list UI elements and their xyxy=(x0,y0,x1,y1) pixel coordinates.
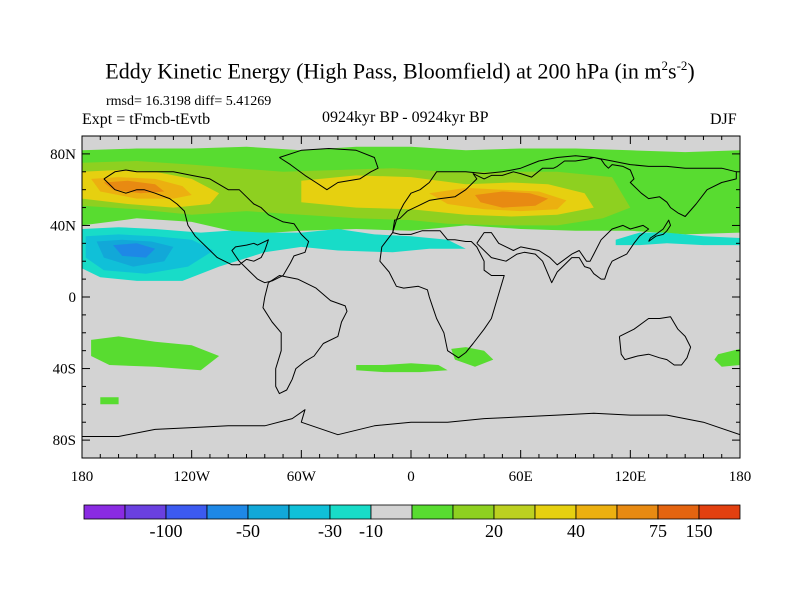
colorbar-label: 40 xyxy=(567,521,585,541)
colorbar-label: 150 xyxy=(686,521,713,541)
coastline-japan xyxy=(648,219,671,242)
colorbar-swatch xyxy=(616,504,659,520)
coastline-north-america xyxy=(103,169,310,284)
colorbar-label: 20 xyxy=(485,521,503,541)
colorbar: -100 -50 -30 -10 20 40 75 150 xyxy=(83,504,741,541)
coastline-south-america xyxy=(262,275,348,395)
title-unit-s: s xyxy=(668,58,677,84)
colorbar-swatch xyxy=(452,504,495,520)
x-tick-label: 120E xyxy=(614,469,646,485)
title-exponent-1: 2 xyxy=(661,58,669,73)
colorbar-swatch xyxy=(575,504,618,520)
coastline-greenland xyxy=(279,148,379,191)
colorbar-swatch xyxy=(165,504,208,520)
coastline-eurasia-africa-coast xyxy=(392,155,737,233)
coastline-antarctica xyxy=(82,409,740,437)
colorbar-label: -100 xyxy=(150,521,183,541)
coastline-australia xyxy=(618,316,692,366)
colorbar-swatch xyxy=(698,504,741,520)
colorbar-swatch xyxy=(288,504,331,520)
colorbar-swatch xyxy=(370,504,413,520)
y-tick-label: 80S xyxy=(53,433,76,449)
region-nw-pacific-cyan xyxy=(615,232,740,246)
axes: 180 120W 60W 0 60E 120E 180 80N 40N 0 40S 80S xyxy=(50,136,751,485)
colorbar-swatch xyxy=(657,504,700,520)
title-exponent-2: -2 xyxy=(676,58,688,73)
coastlines xyxy=(82,148,740,437)
stats-label: rmsd= 16.3198 diff= 5.41269 xyxy=(106,94,272,109)
colorbar-label: -30 xyxy=(318,521,342,541)
x-tick-label: 60E xyxy=(509,469,533,485)
title-main-text: Eddy Kinetic Energy (High Pass, Bloomfie… xyxy=(105,58,662,84)
region-sh-band-australia-green xyxy=(714,348,740,367)
colorbar-swatch xyxy=(493,504,536,520)
period-label: 0924kyr BP - 0924kyr BP xyxy=(322,109,489,126)
region-eurasia-dark-orange xyxy=(475,191,549,208)
x-tick-label: 180 xyxy=(71,469,94,485)
coastline-africa xyxy=(379,230,505,359)
colorbar-swatch xyxy=(329,504,372,520)
x-tick-label: 180 xyxy=(729,469,752,485)
region-pacific-orange-core xyxy=(103,180,165,194)
experiment-label: Expt = tFmcb-tEvtb xyxy=(82,111,211,128)
colorbar-swatch xyxy=(534,504,577,520)
y-tick-label: 40S xyxy=(53,362,76,378)
colorbar-label: 75 xyxy=(649,521,667,541)
colorbar-label: -50 xyxy=(236,521,260,541)
colorbar-label: -10 xyxy=(359,521,383,541)
title-close-paren: ) xyxy=(687,58,695,84)
coastline-asia-south xyxy=(476,224,650,284)
shaded-regions xyxy=(82,146,740,405)
y-tick-label: 0 xyxy=(69,290,77,306)
region-sh-band-pacific-green-small xyxy=(100,397,119,405)
region-sh-band-atlantic-green xyxy=(356,363,448,373)
colorbar-swatch xyxy=(206,504,249,520)
region-sh-band-pacific-green xyxy=(91,336,220,371)
colorbar-swatch xyxy=(411,504,454,520)
season-label: DJF xyxy=(710,111,737,128)
colorbar-swatch xyxy=(124,504,167,520)
colorbar-swatch xyxy=(247,504,290,520)
y-tick-label: 40N xyxy=(50,218,76,234)
x-tick-label: 60W xyxy=(287,469,317,485)
y-tick-label: 80N xyxy=(50,147,76,163)
x-tick-label: 120W xyxy=(173,469,211,485)
region-subtropical-pacific-deepblue xyxy=(113,243,156,258)
x-tick-label: 0 xyxy=(407,469,415,485)
region-sh-band-africa-green xyxy=(451,347,494,367)
colorbar-swatch xyxy=(83,504,126,520)
chart-title: Eddy Kinetic Energy (High Pass, Bloomfie… xyxy=(0,58,800,84)
